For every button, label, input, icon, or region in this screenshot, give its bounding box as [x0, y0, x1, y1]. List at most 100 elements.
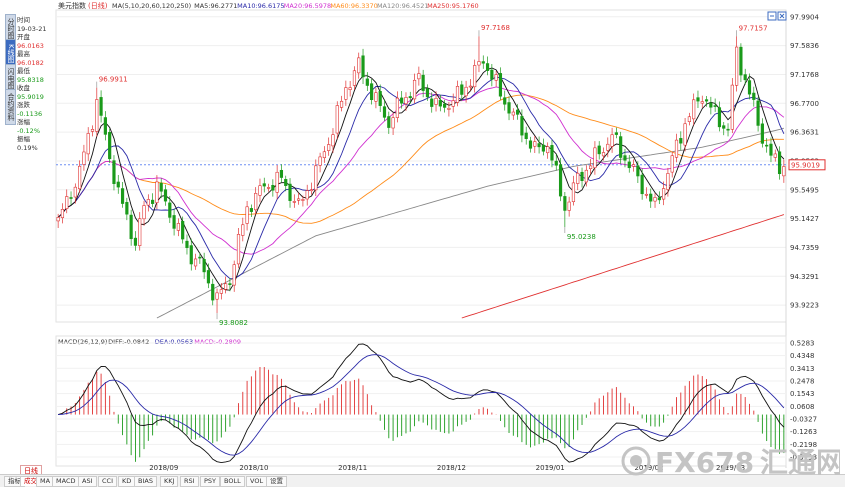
candle-body	[713, 105, 717, 107]
candle-body	[636, 165, 640, 177]
candle-body	[503, 97, 507, 105]
candle-body	[69, 197, 73, 199]
settings-icon[interactable]	[767, 11, 777, 21]
macd-legend-item: DIFF:-0.0842	[108, 338, 149, 346]
candle-body	[533, 141, 537, 147]
candle-body	[610, 134, 614, 147]
candle-body	[709, 102, 713, 108]
indicator-tab[interactable]: BOLL	[220, 476, 245, 487]
close-icon[interactable]	[777, 11, 787, 21]
high-annotation: 97.7157	[739, 24, 768, 32]
candle-body	[666, 173, 670, 190]
candle-body	[649, 193, 653, 202]
last-price-label: 95.9019	[791, 161, 820, 169]
candle-body	[631, 164, 636, 167]
candle-body	[752, 92, 756, 100]
candle-body	[361, 55, 365, 78]
tab-contract-info[interactable]: 合约资料	[5, 89, 16, 125]
info-label: 涨幅	[17, 118, 30, 126]
candle-body	[163, 189, 168, 202]
indicator-tab[interactable]: PSY	[200, 476, 221, 487]
price-tick-label: 95.5495	[790, 186, 819, 194]
indicator-tab[interactable]: ASI	[78, 476, 97, 487]
candle-body	[438, 100, 442, 107]
indicator-tab[interactable]: KKJ	[160, 476, 179, 487]
info-label: 开盘	[17, 33, 30, 41]
price-tick-label: 97.5836	[790, 42, 819, 50]
macd-legend-item: DEA:0.0563	[155, 338, 193, 346]
candle-body	[318, 156, 322, 166]
candle-body	[537, 143, 541, 148]
macd-tick-label: 0.4348	[790, 352, 815, 360]
indicator-tab[interactable]: CCI	[98, 476, 117, 487]
info-value: 0.19%	[17, 143, 38, 152]
candle-body	[335, 105, 339, 134]
macd-tick-label: -0.3133	[790, 454, 817, 462]
price-panel-frame	[55, 9, 787, 323]
candle-body	[447, 107, 451, 110]
candle-body	[563, 196, 567, 211]
candle-body	[511, 111, 515, 116]
candle-body	[571, 182, 576, 203]
candle-body	[640, 174, 644, 195]
price-tick-label: 94.7359	[790, 244, 819, 252]
candle-body	[193, 258, 198, 267]
candle-body	[683, 123, 687, 146]
candle-body	[704, 99, 709, 102]
candle-body	[567, 201, 571, 211]
candle-body	[408, 96, 412, 99]
macd-tick-label: -0.0327	[790, 415, 817, 423]
candle-body	[468, 85, 472, 88]
candle-body	[99, 97, 103, 116]
candle-body	[451, 100, 455, 107]
tab-kline[interactable]: K线图	[5, 39, 16, 67]
candle-body	[627, 161, 631, 169]
candle-body	[580, 171, 584, 181]
candle-body	[254, 193, 258, 211]
tab-intraday[interactable]: 分时图	[5, 14, 16, 42]
candle-body	[400, 97, 404, 104]
info-value: 95.8318	[17, 75, 44, 84]
candle-body	[288, 183, 292, 201]
candle-body	[516, 109, 520, 115]
ma-legend-item: MA120:96.4521	[377, 2, 429, 10]
high-annotation: 96.9911	[99, 76, 128, 84]
month-label: 2019/02	[634, 464, 663, 472]
candle-body	[387, 116, 391, 128]
indicator-tab[interactable]: 设置	[266, 476, 287, 487]
indicator-tab[interactable]: VOL	[246, 476, 268, 487]
chart-icons	[767, 11, 787, 21]
candle-body	[455, 86, 460, 103]
candle-body	[224, 283, 228, 290]
macd-panel-frame	[55, 335, 787, 467]
candle-body	[674, 139, 679, 158]
candle-body	[485, 63, 490, 71]
high-annotation: 97.7168	[481, 24, 510, 32]
macd-tick-label: -0.2198	[790, 441, 817, 449]
indicator-tab[interactable]: KD	[118, 476, 136, 487]
ma120-line	[156, 127, 785, 319]
price-axis: 97.990497.583697.176896.770096.363195.95…	[788, 13, 826, 310]
candle-body	[730, 84, 734, 130]
indicator-tab[interactable]: RSI	[180, 476, 199, 487]
tab-flash[interactable]: 闪电图	[5, 64, 16, 92]
candle-body	[198, 256, 202, 259]
candle-body	[133, 237, 138, 246]
candle-body	[116, 181, 120, 188]
info-value: -0.12%	[17, 126, 40, 135]
candle-body	[284, 179, 288, 187]
candle-body	[558, 164, 563, 197]
candle-body	[266, 187, 271, 189]
candle-body	[275, 171, 279, 193]
ma250-line	[461, 214, 785, 319]
info-value: 96.0182	[17, 58, 44, 67]
indicator-tab[interactable]: MACD	[52, 476, 80, 487]
indicator-tab[interactable]: BIAS	[134, 476, 157, 487]
price-tick-label: 94.3291	[790, 273, 819, 281]
ma-legend-item: MA10:96.6175	[237, 2, 284, 10]
candle-body	[404, 97, 408, 105]
candle-body	[490, 69, 494, 80]
candlesticks	[56, 36, 786, 314]
candle-body	[769, 143, 773, 156]
candle-body	[417, 73, 421, 80]
